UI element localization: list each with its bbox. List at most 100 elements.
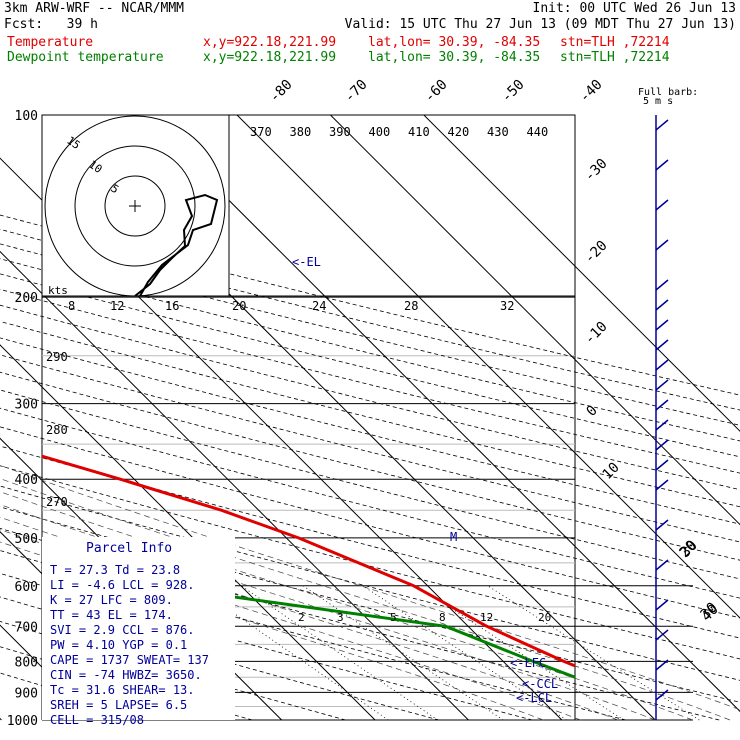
isotherm-line [0, 344, 376, 721]
isotherm-label: 30 [678, 538, 701, 561]
theta-e-label: 380 [290, 125, 312, 139]
isotherm-line [236, 114, 740, 619]
mixing-ratio-label: 5 [390, 611, 397, 624]
parcel-info-row: K = 27 LFC = 809. [50, 593, 173, 607]
parcel-info-row: CELL = 315/08 [50, 713, 144, 727]
dewpoint-point [658, 700, 660, 702]
surface-temp-label: 32 [500, 299, 514, 313]
lcl-marker: <-LCL [516, 691, 552, 705]
wind-barb [655, 419, 669, 431]
parcel-info-row: PW = 4.10 YGP = 0.1 [50, 638, 187, 652]
wind-barb [655, 299, 669, 311]
isotherm-line [143, 114, 740, 713]
isotherm-label: 10 [600, 460, 623, 483]
dewpoint-legend-label: Dewpoint temperature [7, 50, 164, 65]
wind-barb [655, 599, 669, 611]
valid-time: Valid: 15 UTC Thu 27 Jun 13 (09 MDT Thu … [344, 17, 736, 32]
theta-e-label: 420 [448, 125, 470, 139]
temperature-point [723, 719, 725, 721]
hodograph-unit-label: kts [48, 284, 68, 297]
parcel-info-row: SVI = 2.9 CCL = 876. [50, 623, 195, 637]
dry-adiabat-line [0, 426, 740, 619]
temperature-point [486, 625, 488, 628]
isotherm-label: -10 [582, 319, 611, 348]
temperature-point [119, 478, 122, 481]
isotherm-label: 0 [584, 403, 601, 420]
pressure-tick-label: 100 [15, 109, 38, 124]
parcel-info-row: TT = 43 EL = 174. [50, 608, 173, 622]
lfc-marker: <-LFC [510, 656, 546, 670]
surface-temp-label: 12 [110, 299, 124, 313]
wind-barb [655, 199, 669, 211]
wind-barb [655, 559, 669, 571]
theta-e-label: 370 [250, 125, 272, 139]
pressure-tick-label: 600 [15, 580, 38, 595]
wind-barb [655, 119, 669, 131]
parcel-info-row: T = 27.3 Td = 23.8 [50, 563, 180, 577]
pressure-tick-label: 800 [15, 655, 38, 670]
dry-adiabat-line [0, 304, 740, 491]
init-time: Init: 00 UTC Wed 26 Jun 13 [532, 1, 737, 16]
wind-barb [655, 439, 669, 451]
surface-temp-label: 20 [232, 299, 246, 313]
dewpoint-latlon: lat,lon= 30.39, -84.35 [368, 50, 541, 65]
isotherm-line [330, 114, 740, 526]
dry-adiabat-line [0, 354, 740, 543]
pressure-tick-label: 1000 [7, 714, 38, 729]
dewpoint-station: stn=TLH ,72214 [560, 50, 670, 65]
moist-adiabat-line [0, 464, 740, 711]
wind-barb [655, 519, 669, 531]
barb-legend-label: Full barb: [638, 87, 698, 98]
dry-adiabat-line [0, 596, 440, 721]
temperature-point [220, 509, 223, 512]
temperature-station: stn=TLH ,72214 [560, 35, 670, 50]
thermo-inset-frame [228, 114, 576, 297]
mixing-ratio-label: 2 [298, 611, 305, 624]
surface-temp-label: 24 [312, 299, 326, 313]
dry-adiabat-line [0, 288, 740, 474]
temperature-latlon: lat,lon= 30.39, -84.35 [368, 35, 541, 50]
isotherm-line [0, 250, 469, 721]
wind-barb [655, 359, 669, 371]
dewpoint-point [532, 660, 534, 663]
surface-temp-label: 16 [165, 299, 179, 313]
isotherm-label: -60 [422, 77, 451, 106]
wind-barb [655, 379, 669, 391]
wind-barb [655, 689, 669, 701]
theta-e-label: 400 [369, 125, 391, 139]
pressure-tick-label: 200 [15, 291, 38, 306]
temperature-point [297, 537, 300, 539]
parcel-info-box [42, 537, 235, 720]
mixing-ratio-line [302, 585, 504, 721]
temperature-legend-label: Temperature [7, 35, 94, 50]
wind-barb [655, 339, 669, 351]
temperature-point [0, 443, 2, 445]
dewpoint-point [31, 552, 33, 554]
temperature-point [412, 585, 415, 587]
pressure-tick-label: 500 [15, 532, 38, 547]
temperature-point [649, 697, 651, 699]
pressure-tick-label: 900 [15, 686, 38, 701]
el-marker: <-EL [292, 255, 321, 269]
parcel-info-row: CAPE = 1737 SWEAT= 137 [50, 653, 209, 667]
wind-barb [655, 279, 669, 291]
wind-barb [655, 399, 669, 411]
temperature-point [563, 660, 565, 663]
isotherm-label: -40 [577, 77, 606, 106]
dewpoint-point [598, 686, 600, 688]
wind-barb [655, 319, 669, 331]
parcel-info-row: LI = -4.6 LCL = 928. [50, 578, 195, 592]
dry-adiabat-line [0, 243, 740, 426]
isotherm-label: -50 [499, 77, 528, 106]
wind-barb [655, 459, 669, 471]
m-marker: M [450, 530, 457, 544]
theta-e-label: 410 [408, 125, 430, 139]
wind-barb [655, 159, 669, 171]
theta-e-label: 390 [329, 125, 351, 139]
dry-adiabat-line [0, 228, 740, 411]
temperature-profile [42, 454, 575, 668]
hodograph-ring [104, 175, 166, 237]
parcel-info-row: Tc = 31.6 SHEAR= 13. [50, 683, 195, 697]
hodograph-ring-label: 10 [86, 158, 104, 176]
